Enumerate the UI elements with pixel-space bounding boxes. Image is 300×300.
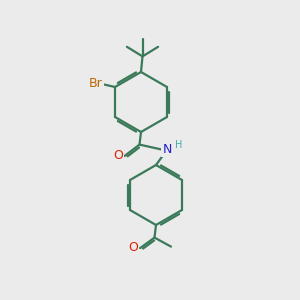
Text: N: N <box>162 142 172 156</box>
Text: O: O <box>113 149 123 162</box>
Text: O: O <box>129 241 138 254</box>
Text: H: H <box>176 140 183 150</box>
Text: Br: Br <box>89 77 103 90</box>
